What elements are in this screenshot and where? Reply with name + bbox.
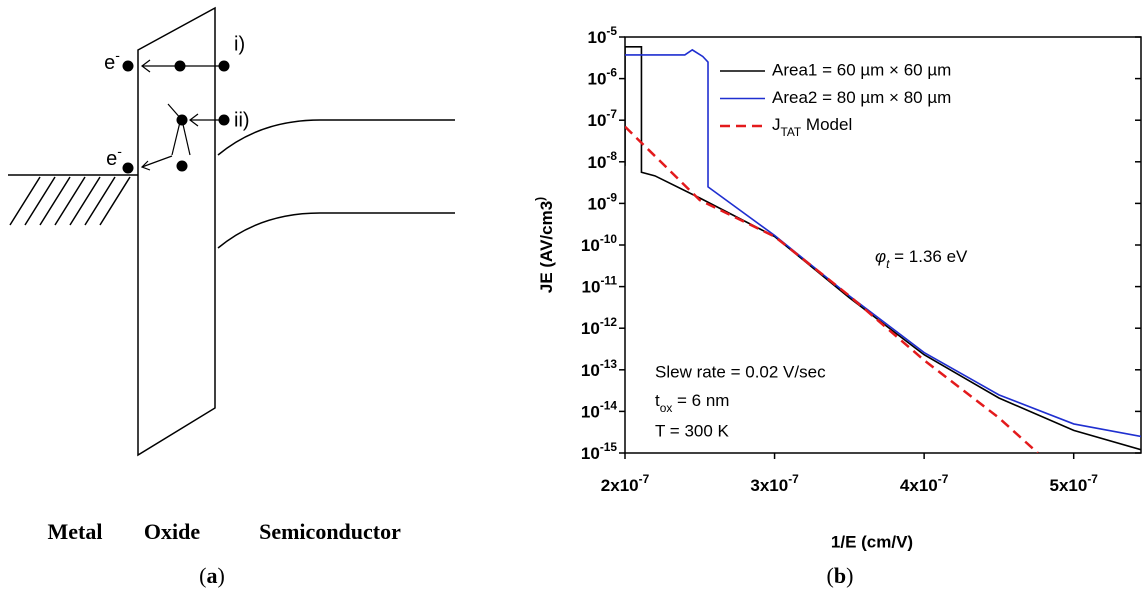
conduction-band [217,119,455,156]
annotation: Slew rate = 0.02 V/sec [655,362,826,381]
electron-label: e- [104,47,120,75]
annotation: tox = 6 nm [655,391,729,415]
y-tick-label: 10-5 [588,24,618,47]
data-line [625,125,1039,453]
x-tick-label: 4x10-7 [900,472,949,495]
y-tick-label: 10-10 [581,232,617,255]
x-tick-label: 3x10-7 [750,472,799,495]
path-label: i) [234,33,245,55]
y-tick-label: 10-14 [581,399,617,422]
y-tick-label: 10-9 [588,191,618,214]
region-label: Semiconductor [259,519,401,544]
y-tick-label: 10-13 [581,357,617,380]
x-tick-label: 2x10-7 [601,472,650,495]
electron-label: e- [106,143,122,171]
x-axis-label: 1/E (cm/V) [831,532,913,551]
y-tick-label: 10-12 [581,315,617,338]
legend-label: Area2 = 80 µm × 80 µm [772,88,951,107]
y-tick-label: 10-8 [588,149,618,172]
band-diagram [8,6,455,457]
data-line [625,48,1141,438]
caption: (b) [827,563,854,588]
annotation: T = 300 K [655,421,730,440]
carriers [122,60,230,174]
region-label: Metal [48,519,103,544]
y-tick-label: 10-6 [588,66,618,89]
path-label: ii) [234,109,250,131]
caption: (a) [199,563,225,588]
y-tick-label: 10-15 [581,440,617,463]
y-tick-label: 10-7 [588,107,618,130]
y-axis-label: JE (AV/cm3) [533,197,556,293]
valence-band [217,212,455,249]
region-label: Oxide [144,519,200,544]
legend-label: Area1 = 60 µm × 60 µm [772,60,951,79]
oxide-barrier [137,6,216,457]
y-tick-label: 10-11 [582,274,618,297]
legend-label: JTAT Model [772,115,852,139]
metal-hatching [9,176,131,226]
annotation: φt = 1.36 eV [875,247,968,271]
x-tick-label: 5x10-7 [1049,472,1098,495]
